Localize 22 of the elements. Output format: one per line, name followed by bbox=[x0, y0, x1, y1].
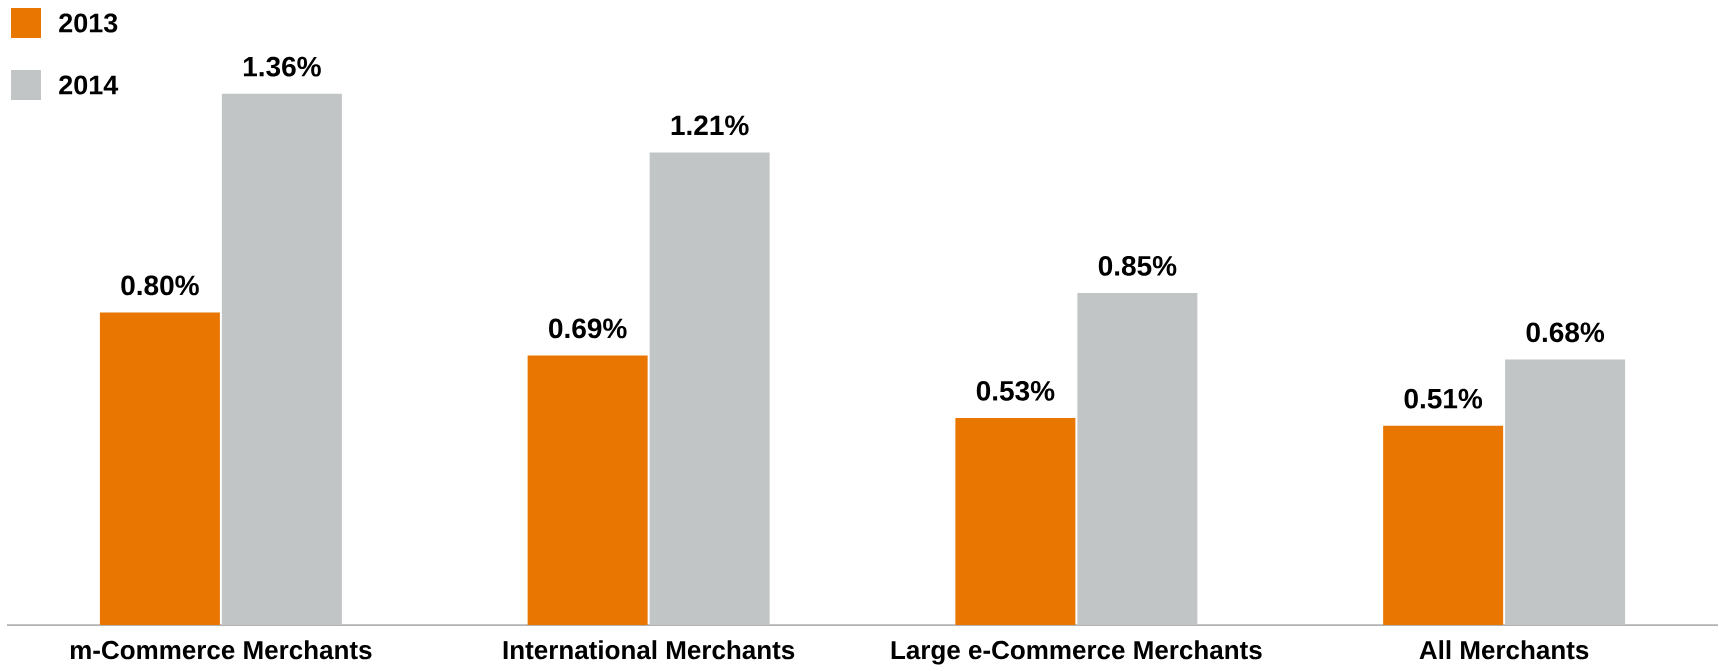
x-tick-label: Large e-Commerce Merchants bbox=[891, 640, 1262, 665]
x-tick-label: All Merchants bbox=[1419, 640, 1589, 660]
x-tick-label: International Merchants bbox=[503, 640, 795, 660]
data-label: 0.51% bbox=[1404, 388, 1483, 409]
bar bbox=[221, 93, 342, 625]
data-label: 0.80% bbox=[121, 275, 199, 296]
bar bbox=[1077, 292, 1198, 625]
bar bbox=[527, 355, 648, 625]
bar bbox=[955, 417, 1076, 625]
data-label: 0.68% bbox=[1526, 322, 1605, 343]
data-label: 0.85% bbox=[1098, 255, 1177, 276]
legend-label: 2014 bbox=[59, 75, 119, 95]
data-label: 1.21% bbox=[671, 115, 749, 136]
data-label: 0.53% bbox=[976, 380, 1055, 401]
bar bbox=[1505, 359, 1626, 625]
data-label: 0.69% bbox=[549, 318, 627, 339]
x-tick-label: m-Commerce Merchants bbox=[70, 640, 372, 660]
data-label: 1.36% bbox=[243, 56, 321, 77]
legend-label: 2013 bbox=[59, 13, 118, 33]
bar bbox=[649, 152, 770, 625]
bar bbox=[1383, 425, 1504, 625]
bar bbox=[99, 312, 220, 625]
